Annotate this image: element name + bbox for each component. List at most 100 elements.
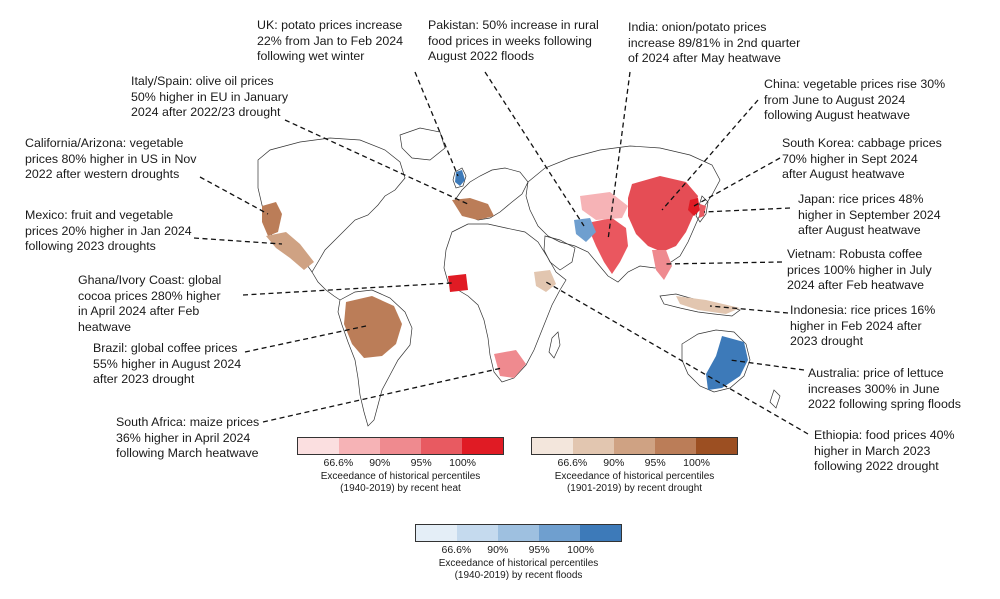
ghana-leader-line [242, 282, 453, 296]
drought-swatch-4 [655, 438, 696, 454]
italy-spain-leader-line [284, 119, 471, 206]
annotation-ethiopia: Ethiopia: food prices 40% higher in Marc… [814, 428, 955, 473]
heat-tick-label: 90% [369, 457, 391, 469]
australia-outline [681, 329, 751, 393]
floods-swatch-4 [539, 525, 580, 541]
south-korea-leader-line [693, 157, 781, 207]
ethiopia-drought-region [534, 270, 556, 292]
flood-regions [455, 170, 748, 390]
iberia-drought-region [452, 198, 494, 220]
ethiopia-leader-line [545, 281, 809, 435]
drought-colorbar [531, 437, 738, 455]
china-leader-line [661, 99, 759, 211]
floods-swatch-3 [498, 525, 539, 541]
annotation-japan: Japan: rice prices 48% higher in Septemb… [798, 192, 941, 237]
heat-legend: 66.6% 90% 95% 100% Exceedance of histori… [297, 437, 504, 495]
pakistan-flood-region [574, 218, 596, 242]
floods-swatch-1 [416, 525, 457, 541]
coastlines [257, 127, 781, 427]
annotation-australia: Australia: price of lettuce increases 30… [808, 366, 961, 411]
floods-tick-label: 66.6% [441, 544, 472, 556]
china-heat-region [628, 176, 698, 252]
annotation-uk: UK: potato prices increase 22% from Jan … [257, 18, 404, 63]
drought-regions [262, 198, 740, 358]
indonesia-drought-region [676, 296, 740, 314]
drought-swatch-3 [614, 438, 655, 454]
floods-swatch-2 [457, 525, 498, 541]
heat-tick-label: 100% [449, 457, 477, 469]
annotation-ghana: Ghana/Ivory Coast: global cocoa prices 2… [78, 273, 222, 334]
brazil-drought-region [344, 296, 402, 358]
drought-swatch-1 [532, 438, 573, 454]
heat-colorbar [297, 437, 504, 455]
annotation-mexico: Mexico: fruit and vegetable prices 20% h… [25, 208, 192, 253]
africa-outline [443, 223, 567, 383]
drought-swatch-5 [696, 438, 737, 454]
greenland-outline [399, 127, 446, 161]
uk-leader-line [414, 71, 459, 177]
westafrica-heat-region [448, 274, 468, 292]
korea-heat-region [688, 198, 700, 216]
heat-tick-labels: 66.6% 90% 95% 100% [297, 455, 504, 469]
heat-swatch-3 [380, 438, 421, 454]
heat-regions [448, 176, 706, 378]
vietnam-leader-line [663, 261, 783, 265]
drought-legend: 66.6% 90% 95% 100% Exceedance of histori… [531, 437, 738, 495]
floods-legend-caption: Exceedance of historical percentiles (19… [438, 558, 599, 581]
annotation-india: India: onion/potato prices increase 89/8… [628, 20, 801, 65]
annotation-brazil: Brazil: global coffee prices 55% higher … [93, 341, 242, 386]
southafrica-heat-region [494, 350, 526, 378]
japan-leader-line [703, 207, 791, 213]
floods-colorbar [415, 524, 622, 542]
annotation-china: China: vegetable prices rise 30% from Ju… [764, 77, 946, 122]
annotation-pakistan: Pakistan: 50% increase in rural food pri… [428, 18, 599, 63]
madagascar-outline [548, 331, 561, 359]
uk-flood-region [455, 170, 465, 186]
uk-outline [452, 167, 467, 189]
south-africa-leader-line [262, 367, 503, 423]
indonesia-leader-line [709, 305, 789, 314]
drought-tick-label: 66.6% [557, 457, 588, 469]
floods-tick-label: 100% [567, 544, 595, 556]
mexico-drought-region [266, 232, 314, 270]
annotation-italy-spain: Italy/Spain: olive oil prices 50% higher… [131, 74, 289, 119]
india-leader-line [607, 71, 631, 241]
south-america-outline [337, 289, 413, 427]
annotation-south-korea: South Korea: cabbage prices 70% higher i… [782, 136, 942, 181]
heat-swatch-5 [462, 438, 503, 454]
floods-tick-label: 95% [528, 544, 550, 556]
drought-tick-labels: 66.6% 90% 95% 100% [531, 455, 738, 469]
annotation-california: California/Arizona: vegetable prices 80%… [25, 136, 197, 181]
heat-swatch-4 [421, 438, 462, 454]
heat-swatch-1 [298, 438, 339, 454]
heat-legend-caption: Exceedance of historical percentiles (19… [320, 471, 481, 494]
southeast-asia-heat-region [652, 250, 672, 280]
brazil-leader-line [244, 325, 367, 353]
north-america-outline [257, 137, 406, 273]
heat-swatch-2 [339, 438, 380, 454]
drought-tick-label: 95% [644, 457, 666, 469]
drought-tick-label: 100% [683, 457, 711, 469]
india-heat-region [590, 218, 628, 274]
japan-heat-region [699, 204, 706, 218]
pakistan-leader-line [484, 71, 585, 227]
annotation-vietnam: Vietnam: Robusta coffee prices 100% high… [787, 247, 932, 292]
floods-swatch-5 [580, 525, 621, 541]
annotation-indonesia: Indonesia: rice prices 16% higher in Feb… [790, 303, 936, 348]
leader-lines [193, 71, 809, 435]
floods-tick-label: 90% [487, 544, 509, 556]
centralasia-heat-region [580, 192, 628, 220]
indonesia-outline [659, 293, 741, 317]
arabia-outline [543, 235, 576, 271]
floods-legend: 66.6% 90% 95% 100% Exceedance of histori… [415, 524, 622, 582]
annotation-south-africa: South Africa: maize prices 36% higher in… [116, 415, 260, 460]
heat-tick-label: 66.6% [323, 457, 354, 469]
california-leader-line [199, 176, 269, 215]
mexico-leader-line [193, 237, 283, 245]
australia-leader-line [729, 359, 805, 371]
western-us-drought-region [262, 202, 282, 236]
heat-tick-label: 95% [410, 457, 432, 469]
central-america-outline [311, 271, 341, 301]
